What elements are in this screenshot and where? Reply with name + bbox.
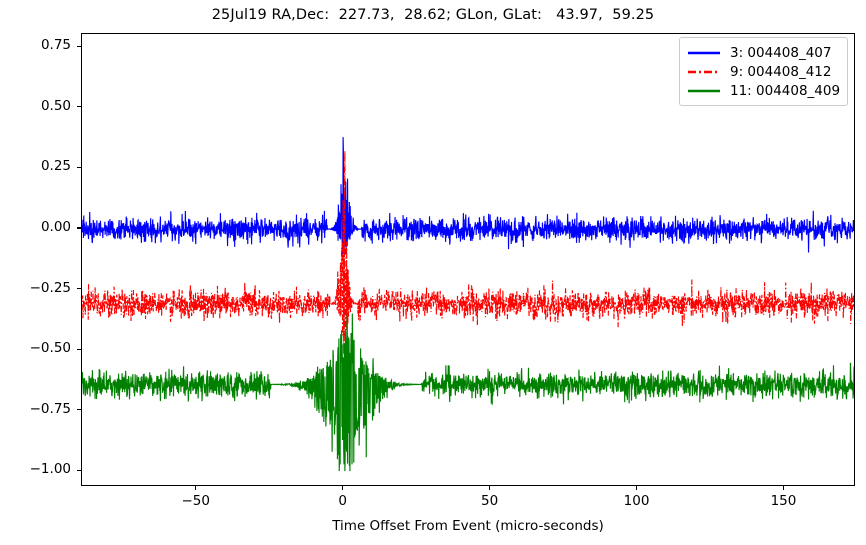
x-tick-label: 150 [770,493,797,509]
x-tick-mark [489,486,491,490]
x-tick-mark [636,486,638,490]
y-tick-label: −0.25 [29,279,71,296]
x-tick-mark [782,486,785,490]
legend-swatch-series-1 [688,51,720,54]
y-tick-label: −0.75 [29,400,71,417]
y-tick-label: −0.50 [29,340,71,357]
legend-box: 3: 004408_407 9: 004408_412 11: 004408_4… [679,37,849,106]
y-tick-label: 0.00 [40,218,71,235]
x-tick-label: 0 [338,493,347,509]
y-tick-label: 0.75 [40,37,71,54]
x-tick-label: 100 [623,493,650,509]
y-tick-mark [77,348,81,350]
x-tick-label: 50 [481,493,499,509]
x-tick-mark [342,486,344,490]
y-tick-label: 0.25 [40,158,71,175]
y-tick-label: 0.50 [40,97,71,114]
y-tick-mark [77,227,81,229]
legend-swatch-series-3 [688,89,720,92]
legend-item[interactable]: 3: 004408_407 [687,43,840,62]
plot-traces [82,137,854,472]
legend-label-series-2: 9: 004408_412 [730,63,832,80]
y-tick-mark [77,288,81,290]
legend-item[interactable]: 11: 004408_409 [687,81,840,100]
legend-label-series-1: 3: 004408_407 [730,44,832,61]
y-tick-label: −1.00 [29,461,71,478]
y-tick-mark [77,166,81,168]
y-tick-mark [77,409,81,411]
series-trace [82,150,854,355]
x-axis-label: Time Offset From Event (micro-seconds) [332,518,604,534]
y-tick-mark [77,106,81,108]
plot-title: 25Jul19 RA,Dec: 227.73, 28.62; GLon, GLa… [211,7,655,23]
legend-item[interactable]: 9: 004408_412 [687,62,840,81]
series-trace [82,313,854,472]
y-tick-mark [77,45,81,47]
x-tick-mark [195,486,197,490]
x-tick-label: −50 [181,493,210,509]
legend-swatch-series-2 [688,70,720,73]
series-trace [82,137,854,255]
legend-label-series-3: 11: 004408_409 [730,82,841,99]
y-tick-mark [77,469,81,472]
axes-frame [81,33,855,486]
